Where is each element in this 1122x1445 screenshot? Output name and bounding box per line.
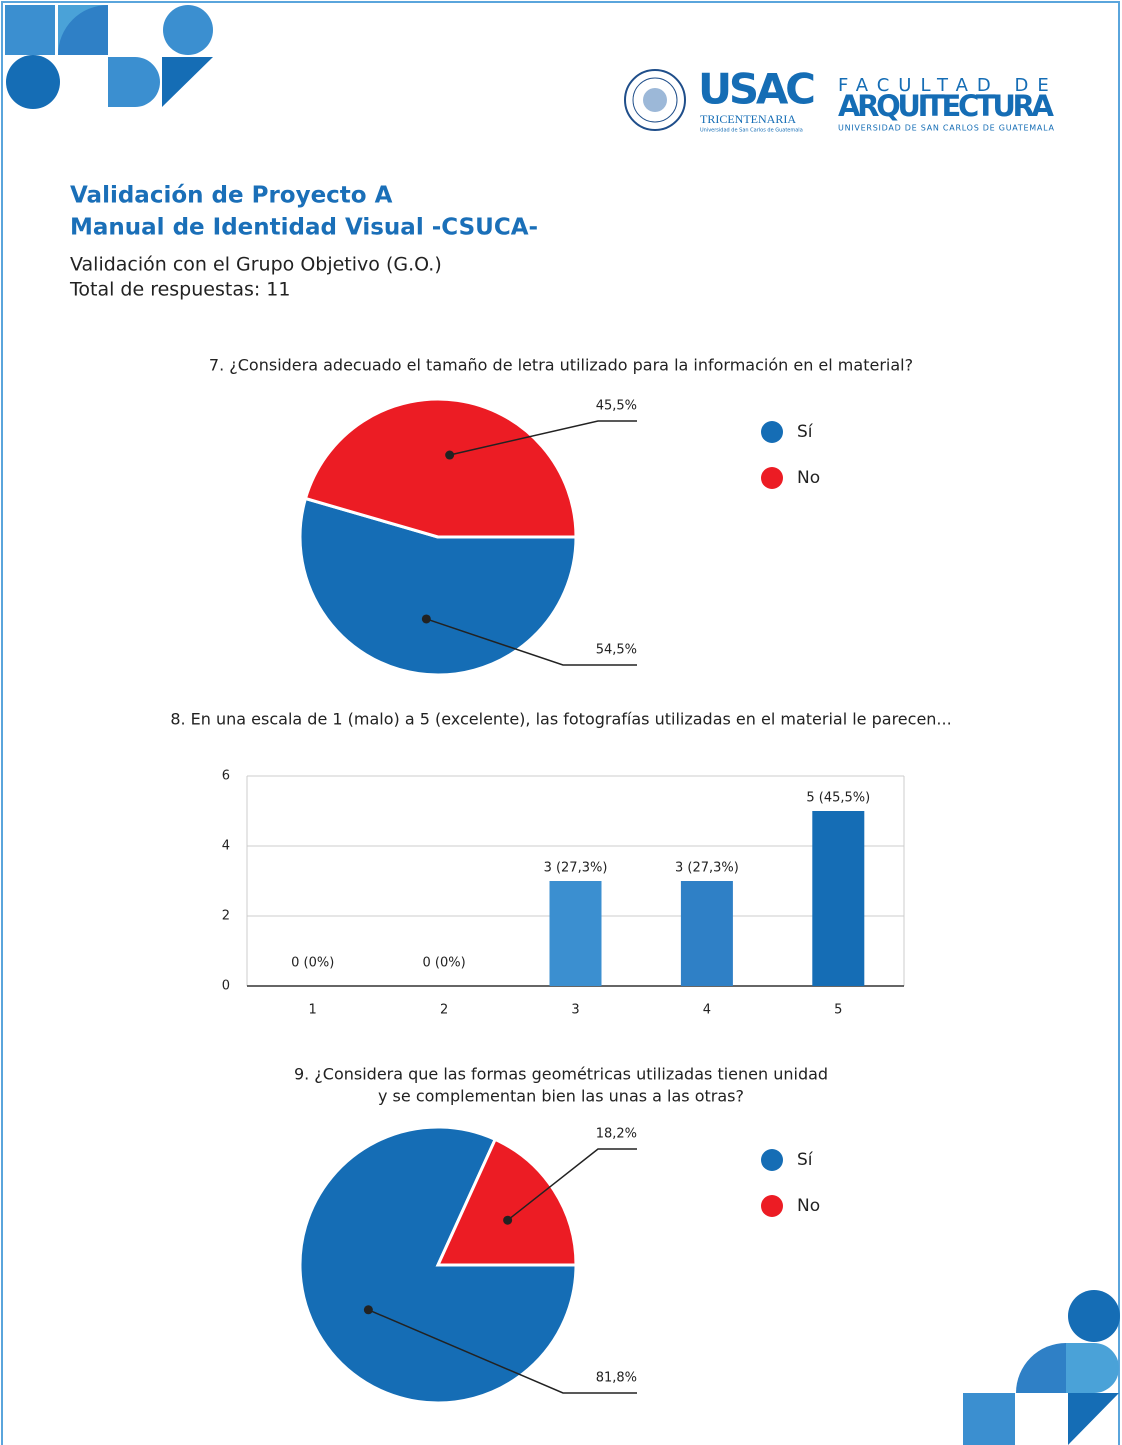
value-label: 0 (0%): [291, 956, 334, 971]
pie-slice: [298, 496, 578, 677]
legend-swatch: [761, 421, 783, 443]
chart-title: y se complementan bien las unas a las ot…: [378, 1087, 744, 1106]
chart-title: 9. ¿Considera que las formas geométricas…: [294, 1065, 828, 1084]
value-label: 0 (0%): [423, 956, 466, 971]
y-tick-label: 6: [222, 769, 230, 784]
value-label: 3 (27,3%): [544, 861, 608, 876]
value-label: 45,5%: [596, 399, 637, 414]
value-label: 18,2%: [596, 1127, 637, 1142]
x-tick-label: 1: [309, 1003, 317, 1018]
bar: [812, 811, 865, 986]
x-tick-label: 4: [703, 1003, 711, 1018]
logo-text: FACULTAD DE: [838, 75, 1058, 96]
legend-label: Sí: [797, 422, 814, 442]
logo-text: Universidad de San Carlos de Guatemala: [700, 128, 803, 134]
value-label: 3 (27,3%): [675, 861, 739, 876]
logo-text: UNIVERSIDAD DE SAN CARLOS DE GUATEMALA: [838, 124, 1055, 133]
leader-dot: [445, 450, 455, 460]
y-tick-label: 2: [222, 909, 230, 924]
value-label: 54,5%: [596, 643, 637, 658]
responses: Total de respuestas: 11: [69, 279, 291, 301]
chart-title: 8. En una escala de 1 (malo) a 5 (excele…: [170, 710, 951, 729]
logo-text: TRICENTENARIA: [700, 112, 796, 126]
doc-title: Manual de Identidad Visual -CSUCA-: [70, 215, 538, 241]
decoration: [5, 5, 213, 109]
legend-swatch: [761, 467, 783, 489]
leader-line: [507, 1148, 637, 1221]
bar: [680, 881, 733, 986]
pie-slice: [303, 397, 578, 539]
leader-dot: [503, 1215, 513, 1225]
leader-line: [368, 1309, 637, 1394]
bar: [549, 881, 602, 986]
doc-title: Validación de Proyecto A: [70, 183, 393, 209]
x-tick-label: 5: [834, 1003, 842, 1018]
logo-text: USAC: [698, 65, 816, 114]
legend-label: Sí: [797, 1150, 814, 1170]
pie-slice: [435, 1137, 578, 1267]
chart-title: 7. ¿Considera adecuado el tamaño de letr…: [209, 356, 913, 375]
leader-line: [426, 618, 637, 666]
value-label: 5 (45,5%): [806, 791, 870, 806]
y-tick-label: 0: [222, 979, 230, 994]
leader-line: [449, 420, 637, 456]
x-tick-label: 3: [571, 1003, 579, 1018]
legend-label: No: [797, 1196, 820, 1216]
decoration: [963, 1290, 1120, 1445]
legend-swatch: [761, 1149, 783, 1171]
x-tick-label: 2: [440, 1003, 448, 1018]
legend-swatch: [761, 1195, 783, 1217]
leader-dot: [363, 1305, 373, 1315]
y-tick-label: 4: [222, 839, 230, 854]
logo: [624, 69, 686, 131]
legend-label: No: [797, 468, 820, 488]
logo-text: ARQUITECTURA: [838, 89, 1055, 123]
subtitle: Validación con el Grupo Objetivo (G.O.): [70, 254, 442, 276]
value-label: 81,8%: [596, 1371, 637, 1386]
pie-slice: [298, 1125, 578, 1405]
leader-dot: [421, 614, 431, 624]
